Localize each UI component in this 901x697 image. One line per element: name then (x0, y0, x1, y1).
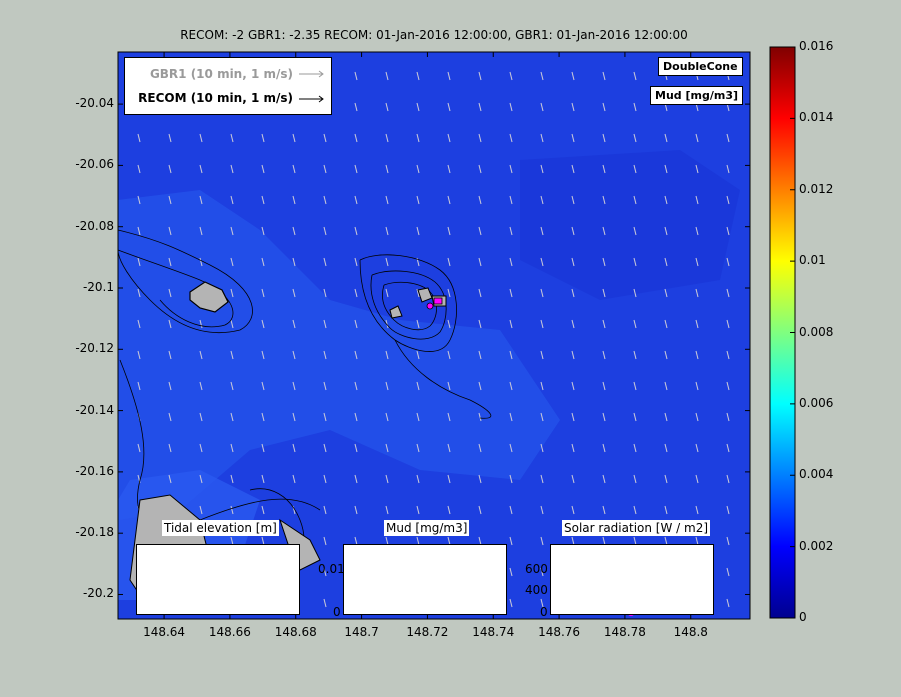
island-land (189, 281, 229, 313)
colorbar-tick-label: 0.016 (799, 39, 834, 53)
inset-solar-ytick: 0 (540, 605, 548, 619)
y-tick-label: -20.04 (75, 96, 114, 111)
colorbar-tick-label: 0.014 (799, 110, 834, 125)
x-tick-label: 148.64 (143, 625, 186, 639)
inset-mud (343, 544, 507, 615)
colorbar-tick-label: 0.002 (799, 538, 834, 553)
inset-tidal-title: Tidal elevation [m] (162, 520, 279, 536)
y-tick-label: -20.12 (75, 341, 114, 356)
colorbar-tick-label: 0.008 (799, 324, 834, 339)
axes-frame (117, 51, 751, 620)
y-tick-label: -20.06 (75, 157, 114, 172)
inset-mud-ytick: 0 (333, 605, 341, 619)
colorbar-tick-label: 0 (799, 610, 807, 624)
site-label: DoubleCone (658, 57, 743, 76)
inset-solar-ytick: 600 (525, 562, 548, 576)
y-tick-label: -20.14 (75, 402, 114, 417)
inset-tidal (136, 544, 300, 615)
colorbar-tick-marks (790, 46, 795, 619)
colorbar-tick-label: 0.012 (799, 181, 834, 196)
x-tick-label: 148.8 (673, 625, 708, 639)
chart-title: RECOM: -2 GBR1: -2.35 RECOM: 01-Jan-2016… (180, 28, 688, 42)
x-tick-label: 148.7 (344, 625, 379, 639)
inset-solar-ytick: 400 (525, 583, 548, 597)
inset-mud-ytick: 0.01 (318, 562, 345, 576)
inset-solar-title: Solar radiation [W / m2] (562, 520, 711, 536)
colorbar-tick-label: 0.006 (799, 395, 834, 410)
x-tick-label: 148.68 (274, 625, 317, 639)
legend-arrows (299, 70, 324, 103)
x-tick-label: 148.76 (538, 625, 581, 639)
x-tick-label: 148.74 (472, 625, 515, 639)
x-tick-label: 148.78 (603, 625, 646, 639)
y-tick-label: -20.08 (75, 218, 114, 233)
site-marker (433, 297, 443, 305)
legend: GBR1 (10 min, 1 m/s) RECOM (10 min, 1 m/… (124, 57, 332, 115)
colorbar-tick-label: 0.004 (799, 467, 834, 482)
inset-solar (550, 544, 714, 615)
y-tick-label: -20.16 (75, 463, 114, 478)
inset-mud-title: Mud [mg/m3] (384, 520, 470, 536)
colorbar-tick-label: 0.01 (799, 253, 826, 268)
island-land (389, 305, 403, 319)
y-tick-label: -20.2 (82, 586, 114, 601)
x-tick-label: 148.72 (406, 625, 449, 639)
x-tick-label: 148.66 (208, 625, 251, 639)
site-marker (426, 302, 434, 310)
y-tick-marks (118, 103, 750, 595)
y-tick-label: -20.1 (82, 279, 114, 294)
y-tick-label: -20.18 (75, 525, 114, 540)
variable-label: Mud [mg/m3] (650, 86, 744, 105)
